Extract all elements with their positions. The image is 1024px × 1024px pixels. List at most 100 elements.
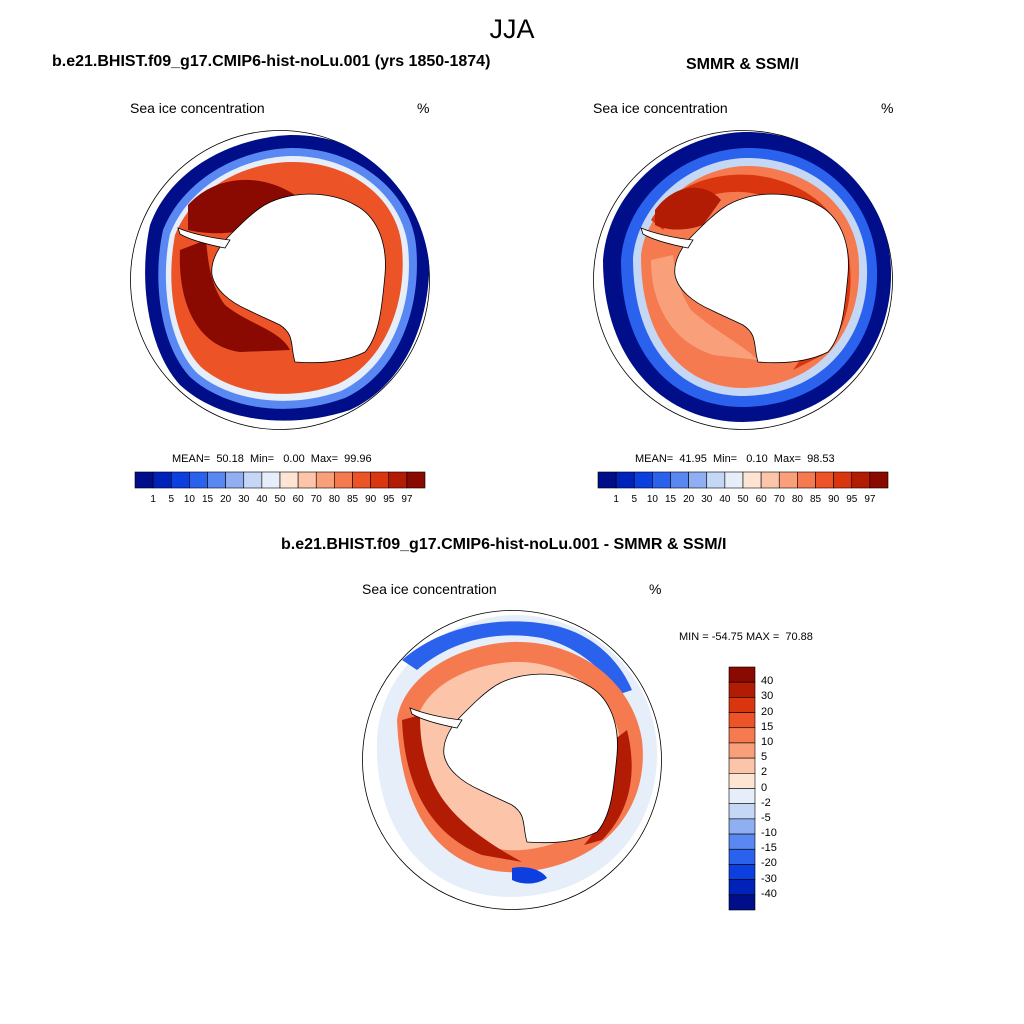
colorbar-tick-label: 85 (809, 494, 822, 505)
colorbar-swatch (297, 471, 317, 489)
colorbar-tick-label: 5 (761, 751, 768, 764)
colorbar-swatch (869, 471, 889, 489)
colorbar-tick-label: -20 (761, 857, 777, 870)
colorbar-tick-label: 90 (365, 494, 377, 505)
colorbar-swatch (728, 803, 756, 820)
colorbar-swatch (724, 471, 744, 489)
colorbar-tick-label: 90 (828, 494, 840, 505)
obs-weddell-core (655, 187, 721, 230)
obs-variable-label: Sea ice concentration (593, 100, 728, 116)
colorbar-tick-label: 5 (168, 494, 175, 505)
colorbar-swatch (670, 471, 689, 489)
colorbar-swatch (728, 894, 756, 911)
colorbar-tick-label: 40 (256, 494, 268, 505)
diff-strong-positive-ross (402, 715, 522, 862)
colorbar-swatch (728, 742, 756, 759)
antarctica-landmass (674, 193, 849, 364)
colorbar-swatch (652, 471, 671, 489)
diff-polar-map (362, 610, 662, 910)
obs-units-label: % (881, 100, 894, 116)
colorbar-swatch (728, 666, 756, 683)
colorbar-tick-label: 97 (864, 494, 876, 505)
colorbar-swatch (243, 471, 263, 489)
colorbar-swatch (728, 818, 756, 835)
diff-panel-title: b.e21.BHIST.f09_g17.CMIP6-hist-noLu.001 … (281, 536, 727, 553)
colorbar-tick-label: 20 (761, 705, 774, 718)
model-panel-title: b.e21.BHIST.f09_g17.CMIP6-hist-noLu.001 … (52, 53, 491, 70)
colorbar-swatch (279, 471, 299, 489)
model-stats: MEAN= 50.18 Min= 0.00 Max= 99.96 (172, 453, 372, 465)
colorbar-tick-label: 15 (201, 494, 214, 505)
antarctica-landmass (443, 673, 618, 844)
colorbar-tick-label: -30 (761, 872, 777, 885)
colorbar-swatch (334, 471, 353, 489)
colorbar-tick-label: 50 (737, 494, 749, 505)
colorbar-tick-label: 20 (220, 494, 232, 505)
colorbar-tick-label: 10 (183, 494, 195, 505)
colorbar-tick-label: 60 (292, 494, 304, 505)
colorbar-swatch (315, 471, 335, 489)
model-units-label: % (417, 100, 430, 116)
colorbar-tick-label: 95 (383, 494, 395, 505)
diff-minmax: MIN = -54.75 MAX = 70.88 (679, 631, 813, 643)
obs-colorbar-labels: 1 5 10 15 20 30 40 50 60 70 80 85 90 95 97 (598, 494, 888, 508)
colorbar-swatch (406, 471, 426, 489)
colorbar-swatch (778, 471, 798, 489)
colorbar-tick-label: -15 (761, 842, 777, 855)
antarctica-landmass (211, 193, 386, 364)
model-variable-label: Sea ice concentration (130, 100, 265, 116)
model-polar-map (130, 130, 430, 430)
colorbar-swatch (370, 471, 390, 489)
colorbar-tick-label: 30 (238, 494, 250, 505)
colorbar-swatch (742, 471, 762, 489)
colorbar-tick-label: 30 (701, 494, 713, 505)
colorbar-tick-label: 97 (401, 494, 413, 505)
colorbar-tick-label: -10 (761, 827, 777, 840)
colorbar-tick-label: 85 (346, 494, 359, 505)
diff-strong-positive-east (584, 730, 632, 845)
colorbar-tick-label: -40 (761, 887, 777, 900)
colorbar-tick-label: 1 (150, 494, 156, 505)
colorbar-swatch (597, 471, 617, 489)
colorbar-tick-label: 0 (761, 781, 768, 794)
colorbar-swatch (728, 833, 756, 850)
colorbar-tick-label: 10 (761, 735, 774, 748)
colorbar-swatch (797, 471, 816, 489)
colorbar-tick-label: 10 (646, 494, 658, 505)
colorbar-tick-label: 70 (310, 494, 322, 505)
colorbar-swatch (388, 471, 408, 489)
figure-title: JJA (489, 14, 535, 44)
colorbar-tick-label: 40 (719, 494, 731, 505)
colorbar-tick-label: 5 (631, 494, 638, 505)
colorbar-swatch (815, 471, 834, 489)
colorbar-tick-label: 70 (773, 494, 785, 505)
colorbar-swatch (833, 471, 853, 489)
colorbar-tick-label: 30 (761, 690, 774, 703)
colorbar-swatch (728, 848, 756, 865)
model-colorbar (134, 471, 426, 489)
colorbar-tick-label: 80 (328, 494, 340, 505)
diff-variable-label: Sea ice concentration (362, 581, 497, 597)
colorbar-swatch (851, 471, 871, 489)
obs-panel-title: SMMR & SSM/I (686, 56, 799, 73)
colorbar-tick-label: 50 (274, 494, 286, 505)
colorbar-tick-label: 20 (683, 494, 695, 505)
colorbar-swatch (728, 697, 756, 713)
colorbar-swatch (189, 471, 208, 489)
colorbar-tick-label: -2 (761, 796, 771, 809)
colorbar-swatch (728, 864, 756, 880)
model-colorbar-labels: 1 5 10 15 20 30 40 50 60 70 80 85 90 95 97 (135, 494, 425, 508)
colorbar-swatch (760, 471, 780, 489)
colorbar-swatch (728, 879, 756, 896)
colorbar-tick-label: 15 (664, 494, 677, 505)
diff-negative-patch (512, 867, 547, 884)
colorbar-swatch (152, 471, 172, 489)
colorbar-swatch (134, 471, 154, 489)
obs-stats: MEAN= 41.95 Min= 0.10 Max= 98.53 (635, 453, 835, 465)
colorbar-swatch (633, 471, 653, 489)
colorbar-tick-label: -5 (761, 811, 771, 824)
colorbar-swatch (261, 471, 281, 489)
model-ross-core (179, 240, 290, 352)
colorbar-swatch (728, 712, 756, 729)
diff-units-label: % (649, 581, 662, 597)
